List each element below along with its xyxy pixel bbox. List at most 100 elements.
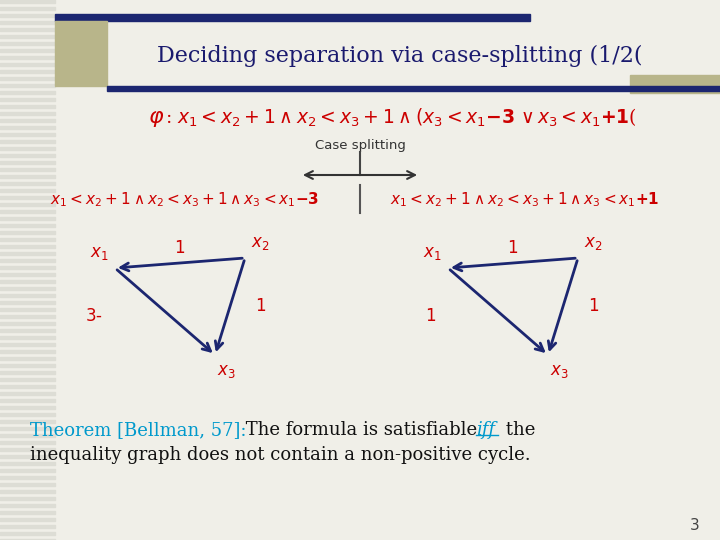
Bar bbox=[55, 14, 530, 21]
Bar bbox=[0, 413, 55, 416]
Text: Case splitting: Case splitting bbox=[315, 138, 405, 152]
Bar bbox=[0, 231, 55, 234]
Text: $x_3$: $x_3$ bbox=[550, 362, 569, 380]
Bar bbox=[0, 126, 55, 129]
Bar bbox=[0, 322, 55, 325]
Bar bbox=[0, 56, 55, 59]
Bar bbox=[0, 14, 55, 17]
Bar bbox=[0, 147, 55, 150]
Bar bbox=[0, 35, 55, 38]
Bar bbox=[0, 476, 55, 479]
Text: iff: iff bbox=[476, 421, 495, 439]
Bar bbox=[0, 378, 55, 381]
Bar bbox=[0, 161, 55, 164]
Bar bbox=[0, 224, 55, 227]
Bar bbox=[0, 497, 55, 500]
Bar bbox=[0, 427, 55, 430]
Bar bbox=[0, 280, 55, 283]
Text: Deciding separation via case-splitting (1/2(: Deciding separation via case-splitting (… bbox=[157, 45, 643, 67]
Bar bbox=[0, 294, 55, 297]
Text: $1$: $1$ bbox=[425, 307, 436, 325]
Bar bbox=[0, 245, 55, 248]
Bar bbox=[55, 21, 107, 86]
Bar bbox=[0, 525, 55, 528]
Text: the: the bbox=[500, 421, 536, 439]
Text: $1$: $1$ bbox=[508, 239, 518, 257]
Bar bbox=[0, 168, 55, 171]
Bar bbox=[0, 7, 55, 10]
Bar bbox=[0, 385, 55, 388]
Bar bbox=[0, 42, 55, 45]
Bar bbox=[0, 119, 55, 122]
Bar bbox=[0, 28, 55, 31]
Bar bbox=[0, 21, 55, 24]
Bar bbox=[0, 203, 55, 206]
Bar bbox=[0, 63, 55, 66]
Bar bbox=[0, 462, 55, 465]
Bar bbox=[0, 420, 55, 423]
Text: $1$: $1$ bbox=[255, 297, 266, 315]
Bar bbox=[0, 343, 55, 346]
Bar bbox=[0, 133, 55, 136]
Bar bbox=[0, 0, 55, 3]
Text: $1$: $1$ bbox=[174, 239, 186, 257]
Bar bbox=[0, 70, 55, 73]
Bar bbox=[0, 315, 55, 318]
Text: The formula is satisfiable: The formula is satisfiable bbox=[240, 421, 483, 439]
Text: $x_1 < x_2 + 1 \wedge x_2 < x_3 + 1 \wedge x_3 < x_1$$\mathbf{+1}$: $x_1 < x_2 + 1 \wedge x_2 < x_3 + 1 \wed… bbox=[390, 191, 660, 210]
Bar bbox=[107, 86, 720, 91]
Text: $x_1$: $x_1$ bbox=[90, 246, 109, 262]
Bar bbox=[0, 301, 55, 304]
Text: $1$: $1$ bbox=[588, 297, 599, 315]
Bar bbox=[0, 77, 55, 80]
Bar bbox=[0, 371, 55, 374]
Bar bbox=[0, 140, 55, 143]
Text: $x_1 < x_2 + 1 \wedge x_2 < x_3 + 1 \wedge x_3 < x_1$$\mathbf{-3}$: $x_1 < x_2 + 1 \wedge x_2 < x_3 + 1 \wed… bbox=[50, 191, 320, 210]
Bar bbox=[0, 469, 55, 472]
Bar bbox=[0, 189, 55, 192]
Bar bbox=[630, 75, 720, 93]
Bar bbox=[0, 364, 55, 367]
Bar bbox=[0, 483, 55, 486]
Bar bbox=[0, 329, 55, 332]
Bar bbox=[0, 511, 55, 514]
Bar bbox=[0, 175, 55, 178]
Bar bbox=[0, 210, 55, 213]
Bar bbox=[0, 336, 55, 339]
Bar bbox=[0, 490, 55, 493]
Bar bbox=[0, 357, 55, 360]
Bar bbox=[0, 518, 55, 521]
Text: 3: 3 bbox=[690, 517, 700, 532]
Bar bbox=[0, 287, 55, 290]
Bar bbox=[0, 252, 55, 255]
Bar bbox=[0, 539, 55, 540]
Text: $x_1$: $x_1$ bbox=[423, 246, 442, 262]
Bar bbox=[0, 259, 55, 262]
Bar bbox=[0, 448, 55, 451]
Bar bbox=[0, 238, 55, 241]
Text: $3$-: $3$- bbox=[85, 307, 103, 325]
Text: $x_3$: $x_3$ bbox=[217, 362, 235, 380]
Bar bbox=[0, 504, 55, 507]
Text: inequality graph does not contain a non-positive cycle.: inequality graph does not contain a non-… bbox=[30, 446, 531, 464]
Text: Theorem [Bellman, 57]:: Theorem [Bellman, 57]: bbox=[30, 421, 246, 439]
Bar bbox=[0, 350, 55, 353]
Bar bbox=[0, 105, 55, 108]
Text: $\varphi$: $\varphi$ bbox=[148, 107, 164, 129]
Bar bbox=[0, 91, 55, 94]
Bar bbox=[0, 532, 55, 535]
Bar bbox=[0, 434, 55, 437]
Text: $x_2$: $x_2$ bbox=[584, 235, 603, 253]
Bar bbox=[0, 217, 55, 220]
Text: : $x_1 < x_2 + 1 \wedge x_2 < x_3 + 1 \wedge (x_3 < x_1$$\mathbf{-3}$ $\vee\, x_: : $x_1 < x_2 + 1 \wedge x_2 < x_3 + 1 \w… bbox=[165, 107, 636, 129]
Bar bbox=[0, 399, 55, 402]
Bar bbox=[0, 406, 55, 409]
Bar bbox=[0, 196, 55, 199]
Bar bbox=[0, 455, 55, 458]
Bar bbox=[0, 112, 55, 115]
Bar bbox=[0, 441, 55, 444]
Bar bbox=[0, 392, 55, 395]
Bar bbox=[0, 182, 55, 185]
Text: $x_2$: $x_2$ bbox=[251, 235, 269, 253]
Bar bbox=[0, 308, 55, 311]
